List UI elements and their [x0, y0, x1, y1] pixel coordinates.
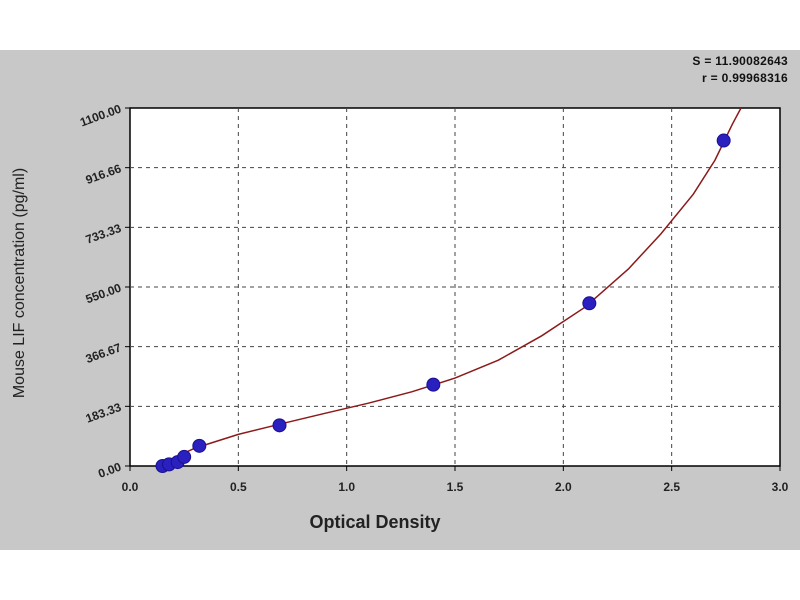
y-tick-label: 366.67 [84, 340, 124, 366]
y-tick-label: 0.00 [96, 460, 123, 481]
x-tick-label: 0.0 [122, 480, 139, 494]
data-point [426, 377, 441, 392]
data-point [272, 418, 287, 433]
standard-curve-chart: 0.0 0.5 1.0 1.5 2.0 2.5 3.0 0.00 183.33 366.67 550… [11, 102, 789, 532]
x-tick-label: 3.0 [772, 480, 789, 494]
data-point [582, 296, 597, 311]
fit-r-value: r = 0.99968316 [702, 71, 788, 85]
y-tick-label: 550.00 [84, 281, 124, 307]
y-tick-label: 1100.00 [78, 102, 123, 130]
y-tick-label: 183.33 [84, 400, 124, 426]
x-axis-label: Optical Density [309, 512, 440, 532]
x-tick-label: 1.5 [447, 480, 464, 494]
x-tick-label: 2.5 [663, 480, 680, 494]
x-tick-label: 2.0 [555, 480, 572, 494]
chart-panel: S = 11.90082643 r = 0.99968316 0.0 0.5 1.0… [0, 50, 800, 550]
data-point [716, 133, 731, 148]
y-axis-label: Mouse LIF concentration (pg/ml) [11, 168, 28, 398]
data-point [177, 449, 192, 464]
data-point [192, 438, 207, 453]
y-tick-label: 916.66 [84, 161, 124, 187]
x-tick-label: 1.0 [338, 480, 355, 494]
x-tick-label: 0.5 [230, 480, 247, 494]
y-tick-label: 733.33 [84, 221, 124, 247]
fit-s-value: S = 11.90082643 [692, 54, 788, 68]
fit-curve [155, 107, 742, 466]
